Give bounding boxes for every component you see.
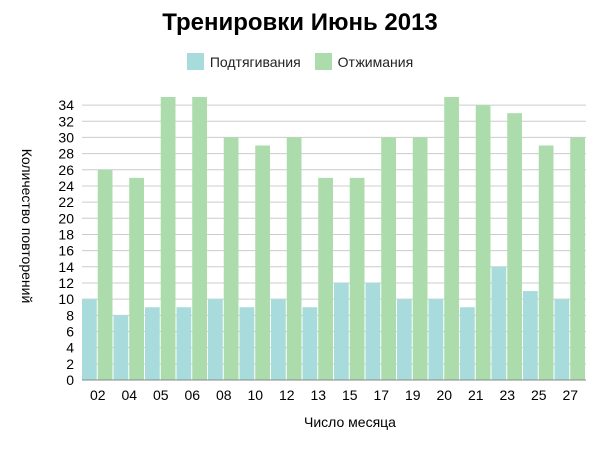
- legend-swatch-pushups: [314, 53, 332, 70]
- y-tick-label: 8: [66, 307, 74, 323]
- bar-pullups: [239, 307, 255, 380]
- y-tick-label: 30: [58, 129, 74, 145]
- legend-item-pushups: Отжимания: [314, 53, 414, 70]
- y-tick-label: 28: [58, 146, 74, 162]
- chart-title: Тренировки Июнь 2013: [162, 9, 438, 36]
- legend-label-pushups: Отжимания: [337, 53, 414, 70]
- bar-pushups: [192, 97, 207, 380]
- bar-pullups: [208, 299, 223, 380]
- y-tick-label: 18: [58, 226, 74, 242]
- x-tick-label: 19: [405, 387, 421, 403]
- y-tick-label: 24: [58, 178, 74, 194]
- x-tick-label: 23: [499, 387, 515, 403]
- bar-pullups: [428, 299, 444, 380]
- x-tick-label: 10: [247, 387, 263, 403]
- bar-pushups: [255, 145, 270, 380]
- bar-pushups: [538, 145, 554, 380]
- legend: Подтягивания Отжимания: [0, 53, 600, 70]
- y-tick-label: 20: [58, 210, 74, 226]
- y-tick-label: 10: [58, 291, 74, 307]
- legend-item-pullups: Подтягивания: [186, 53, 301, 70]
- x-tick-label: 04: [121, 387, 137, 403]
- x-tick-label: 27: [562, 387, 578, 403]
- x-tick-label: 02: [90, 387, 106, 403]
- x-tick-label: 15: [342, 387, 358, 403]
- bar-pushups: [160, 97, 176, 380]
- bar-pushups: [286, 137, 302, 380]
- legend-swatch-pullups: [186, 53, 204, 70]
- bar-pushups: [129, 177, 144, 380]
- y-axis-label: Количество повторений: [19, 148, 35, 304]
- y-tick-label: 2: [66, 356, 74, 372]
- bar-pushups: [412, 137, 428, 380]
- bar-pushups: [318, 177, 333, 380]
- y-tick-label: 16: [58, 243, 74, 259]
- bar-pullups: [523, 291, 538, 380]
- y-tick-label: 32: [58, 113, 74, 129]
- y-tick-label: 4: [66, 340, 74, 356]
- y-tick-label: 0: [66, 372, 74, 388]
- bar-pullups: [554, 299, 570, 380]
- bar-pushups: [475, 105, 491, 380]
- bar-pullups: [82, 299, 97, 380]
- bar-pullups: [460, 307, 475, 380]
- y-tick-label: 22: [58, 194, 74, 210]
- bar-pushups: [507, 113, 522, 381]
- x-tick-label: 08: [216, 387, 232, 403]
- y-tick-label: 26: [58, 162, 74, 178]
- bar-pullups: [271, 299, 286, 380]
- bar-pullups: [491, 266, 507, 380]
- bar-pushups: [223, 137, 239, 380]
- y-tick-label: 6: [66, 323, 74, 339]
- bar-pullups: [176, 307, 192, 380]
- x-tick-label: 06: [184, 387, 200, 403]
- bar-pullups: [302, 307, 318, 380]
- bar-pushups: [444, 97, 459, 380]
- x-axis-label: Число месяца: [304, 414, 396, 430]
- x-tick-label: 13: [310, 387, 326, 403]
- bar-pushups: [97, 169, 113, 380]
- bar-pushups: [381, 137, 396, 380]
- x-tick-label: 12: [279, 387, 295, 403]
- bar-pullups: [334, 282, 349, 380]
- y-tick-label: 14: [58, 259, 74, 275]
- y-tick-label: 34: [58, 97, 74, 113]
- x-tick-label: 25: [531, 387, 547, 403]
- bar-pushups: [349, 177, 365, 380]
- bar-pullups: [113, 315, 129, 380]
- bar-pullups: [397, 299, 412, 380]
- x-tick-label: 05: [153, 387, 169, 403]
- legend-label-pullups: Подтягивания: [209, 53, 301, 70]
- y-tick-label: 12: [58, 275, 74, 291]
- bar-pullups: [365, 282, 381, 380]
- x-tick-label: 20: [436, 387, 452, 403]
- x-tick-label: 17: [373, 387, 389, 403]
- bar-pullups: [145, 307, 160, 380]
- x-tick-label: 21: [468, 387, 484, 403]
- bar-pushups: [570, 137, 585, 380]
